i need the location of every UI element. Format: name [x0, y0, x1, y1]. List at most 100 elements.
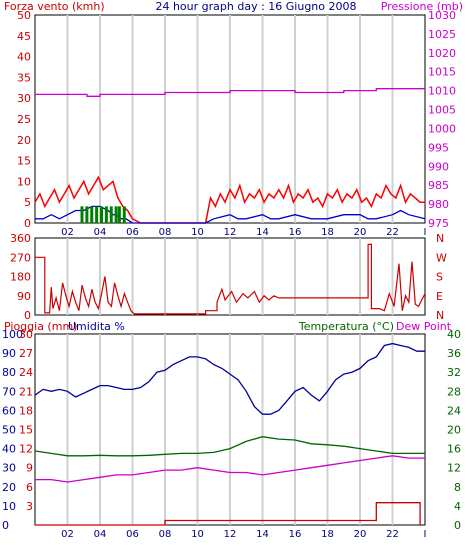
panel1-ytick-right: 1015 [428, 66, 456, 79]
panel1-xtick: 02 [61, 227, 74, 238]
panel1-xtick: 08 [159, 227, 172, 238]
panel1-right-axis-label: Pressione (mb) [381, 0, 463, 13]
panel3-ytick-humidity: 80 [2, 366, 16, 379]
panel3-ytick-temp: 12 [447, 462, 461, 475]
panel3-ytick-temp: 36 [447, 347, 461, 360]
panel1-ytick-left: 20 [17, 134, 31, 147]
panel3-ytick-rain: 15 [19, 424, 33, 437]
calm-bar [90, 206, 94, 223]
panel3-ytick-humidity: 20 [2, 481, 16, 494]
panel2-y-ticks-left: 0 90 180 270 360 [10, 232, 31, 322]
panel1-xtick: 16 [289, 227, 302, 238]
panel2-plot [34, 237, 426, 316]
calm-bar [117, 206, 121, 223]
panel1-ytick-left: 10 [17, 175, 31, 188]
panel1-ytick-right: 1030 [428, 9, 456, 22]
panel3-ytick-humidity: 100 [2, 328, 23, 341]
panel1-xtick: 10 [191, 227, 204, 238]
panel1-ytick-right: 1020 [428, 47, 456, 60]
panel3-xtick: 04 [94, 529, 107, 540]
panel3-ytick-rain: 3 [26, 500, 33, 513]
panel3-ytick-humidity: 10 [2, 500, 16, 513]
panel3-xtick: 18 [321, 529, 334, 540]
panel1-xtick: 20 [354, 227, 367, 238]
panel3-ytick-temp: 8 [454, 481, 461, 494]
panel1-xtick: 06 [126, 227, 139, 238]
panel3-ytick-rain: 24 [19, 366, 33, 379]
panel3-temperature-label: Temperatura (°C) [298, 320, 394, 333]
panel3-ytick-temp: 20 [447, 424, 461, 437]
panel3-ytick-temp: 0 [454, 519, 461, 532]
panel1-xtick: 18 [321, 227, 334, 238]
panel3-ytick-temp: 24 [447, 404, 461, 417]
panel1-ytick-left: 50 [17, 9, 31, 22]
panel1-ytick-left: 30 [17, 92, 31, 105]
panel3-humidity-label: Umidita % [68, 320, 125, 333]
panel2-direction-label: E [436, 290, 443, 303]
series-umidita [34, 342, 425, 415]
panel1-ytick-left: 45 [17, 30, 31, 43]
panel2-direction-label: S [436, 271, 443, 284]
panel3-ytick-rain: 18 [19, 404, 33, 417]
panel3-ytick-humidity: 0 [2, 519, 9, 532]
calm-bar [95, 206, 99, 223]
panel1-ytick-right: 1025 [428, 28, 456, 41]
panel3-ytick-temp: 4 [454, 500, 461, 513]
panel3-ytick-humidity: 50 [2, 424, 16, 437]
panel1-y-ticks-right: 975 980 985 990 995 1000 1005 1010 1015 1020 1025 1… [428, 9, 456, 230]
panel1-ytick-left: 15 [17, 155, 31, 168]
panel3-ytick-temp: 16 [447, 443, 461, 456]
panel3-x-ticks: 02 04 06 08 10 12 14 16 18 20 22 I [61, 529, 426, 540]
panel2-direction-label: N [436, 232, 444, 245]
panel2-ytick-left: 90 [17, 290, 31, 303]
panel1-ytick-right: 1010 [428, 85, 456, 98]
series-vento [35, 205, 426, 224]
panel1-x-ticks: 02 04 06 08 10 12 14 16 18 20 22 I [61, 227, 426, 238]
panel3-xtick: 10 [191, 529, 204, 540]
series-dew-point [35, 455, 425, 483]
panel3-ytick-humidity: 70 [2, 385, 16, 398]
calm-bar [80, 206, 84, 223]
panel3-xtick: 08 [159, 529, 172, 540]
panel2-ytick-left: 360 [10, 232, 31, 245]
calm-bar [122, 206, 126, 223]
panel1-xtick: 22 [386, 227, 399, 238]
panel3-ytick-rain: 30 [19, 328, 33, 341]
panel1-ytick-left: 40 [17, 51, 31, 64]
series-pioggia [35, 502, 421, 526]
panel1-ytick-right: 1000 [428, 122, 456, 135]
calm-bar [104, 206, 108, 223]
panel3-ytick-rain: 21 [19, 385, 33, 398]
panel1-title: 24 hour graph day : 16 Giugno 2008 [155, 0, 356, 13]
panel2-direction-label: W [436, 251, 447, 264]
panel3-y-ticks-left: 0 10 20 30 40 50 60 70 80 90 100 3 6 9 12 15 18 21 24 27 30 [2, 328, 33, 532]
panel3-ytick-temp: 40 [447, 328, 461, 341]
panel1-xtick: 12 [224, 227, 237, 238]
panel1-xtick: 04 [94, 227, 107, 238]
panel1-xtick: 14 [256, 227, 269, 238]
panel1-y-ticks-left: 0 5 10 15 20 25 30 35 40 45 50 [17, 9, 31, 230]
panel1-ytick-right: 975 [428, 217, 449, 230]
panel2-ytick-left: 0 [24, 309, 31, 322]
series-pressione [35, 88, 425, 97]
panel3-xtick: 06 [126, 529, 139, 540]
panel3-xtick: 16 [289, 529, 302, 540]
panel2-direction-label: N [436, 309, 444, 322]
panel1-ytick-right: 1005 [428, 104, 456, 117]
panel3-ytick-humidity: 60 [2, 404, 16, 417]
panel1-ytick-left: 0 [24, 217, 31, 230]
panel3-ytick-rain: 27 [19, 347, 33, 360]
panel3-ytick-temp: 28 [447, 385, 461, 398]
panel1-ytick-right: 995 [428, 141, 449, 154]
calm-bar [100, 206, 103, 223]
panel3-ytick-humidity: 40 [2, 443, 16, 456]
series-temperatura [34, 436, 425, 457]
calm-bar [114, 206, 118, 223]
panel3-xtick: 12 [224, 529, 237, 540]
series-direzione [35, 243, 426, 315]
panel3-xtick: 02 [61, 529, 74, 540]
panel1-ytick-right: 990 [428, 160, 449, 173]
panel1-ytick-left: 35 [17, 71, 31, 84]
